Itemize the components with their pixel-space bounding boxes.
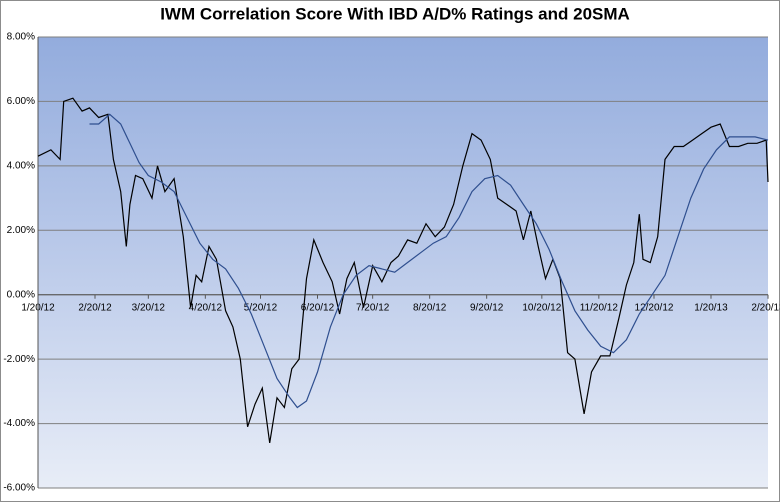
x-tick-label: 9/20/12 — [470, 302, 504, 313]
x-tick-label: 1/20/13 — [694, 302, 728, 313]
data-line — [89, 113, 769, 409]
data-line — [37, 97, 769, 443]
y-tick-label: -6.00% — [3, 483, 35, 494]
x-tick-label: 10/20/12 — [522, 302, 561, 313]
x-tick-label: 2/20/12 — [78, 302, 112, 313]
x-tick-label: 3/20/12 — [132, 302, 166, 313]
plot-layer: -6.00% -4.00% -2.00% 0.00% 2.00% 4.00% 6.00% 8.… — [3, 32, 780, 494]
chart-title: IWM Correlation Score With IBD A/D% Rati… — [160, 4, 630, 23]
x-tick-label: 7/20/12 — [356, 302, 390, 313]
y-tick-label: 8.00% — [7, 32, 35, 43]
x-tick-label: 11/20/12 — [580, 302, 619, 313]
y-tick-label: -2.00% — [3, 354, 35, 365]
x-tick-label: 2/20/13 — [751, 302, 780, 313]
y-tick-label: 6.00% — [7, 96, 35, 107]
x-tick-label: 4/20/12 — [189, 302, 223, 313]
x-tick-label: 6/20/12 — [301, 302, 335, 313]
y-tick-label: 0.00% — [7, 289, 35, 300]
y-tick-label: -4.00% — [3, 418, 35, 429]
x-tick-label: 12/20/12 — [635, 302, 674, 313]
x-tick-label: 8/20/12 — [413, 302, 447, 313]
plot-area — [38, 37, 768, 488]
x-tick-label: 5/20/12 — [244, 302, 278, 313]
y-tick-label: 2.00% — [7, 225, 35, 236]
y-tick-label: 4.00% — [7, 160, 35, 171]
